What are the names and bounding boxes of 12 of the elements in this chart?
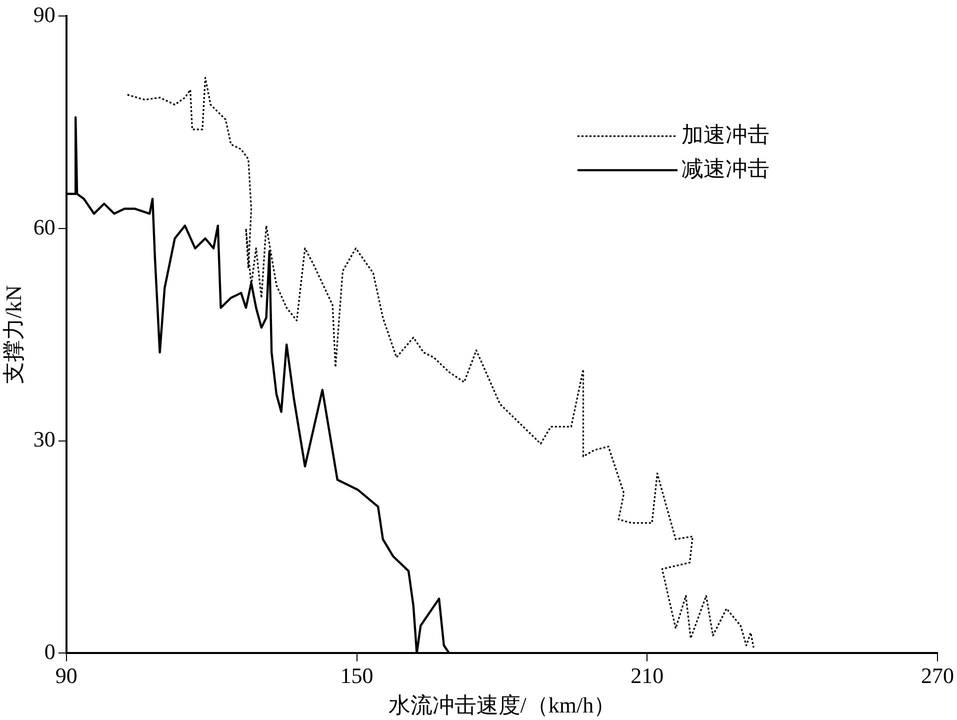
y-axis-title: 支撑力/kN (0, 285, 26, 384)
y-tick-label: 60 (33, 214, 56, 240)
x-tick-label: 210 (630, 663, 664, 688)
legend-label: 减速冲击 (682, 156, 770, 181)
x-axis-title: 水流冲击速度/（km/h） (388, 692, 616, 718)
y-tick-label: 0 (44, 638, 56, 664)
y-tick-label: 30 (33, 426, 56, 452)
x-tick-label: 150 (340, 663, 374, 688)
x-tick-label: 270 (921, 663, 954, 688)
x-tick-label: 90 (55, 663, 78, 688)
y-tick-label: 90 (33, 2, 56, 27)
legend-label: 加速冲击 (682, 122, 770, 147)
